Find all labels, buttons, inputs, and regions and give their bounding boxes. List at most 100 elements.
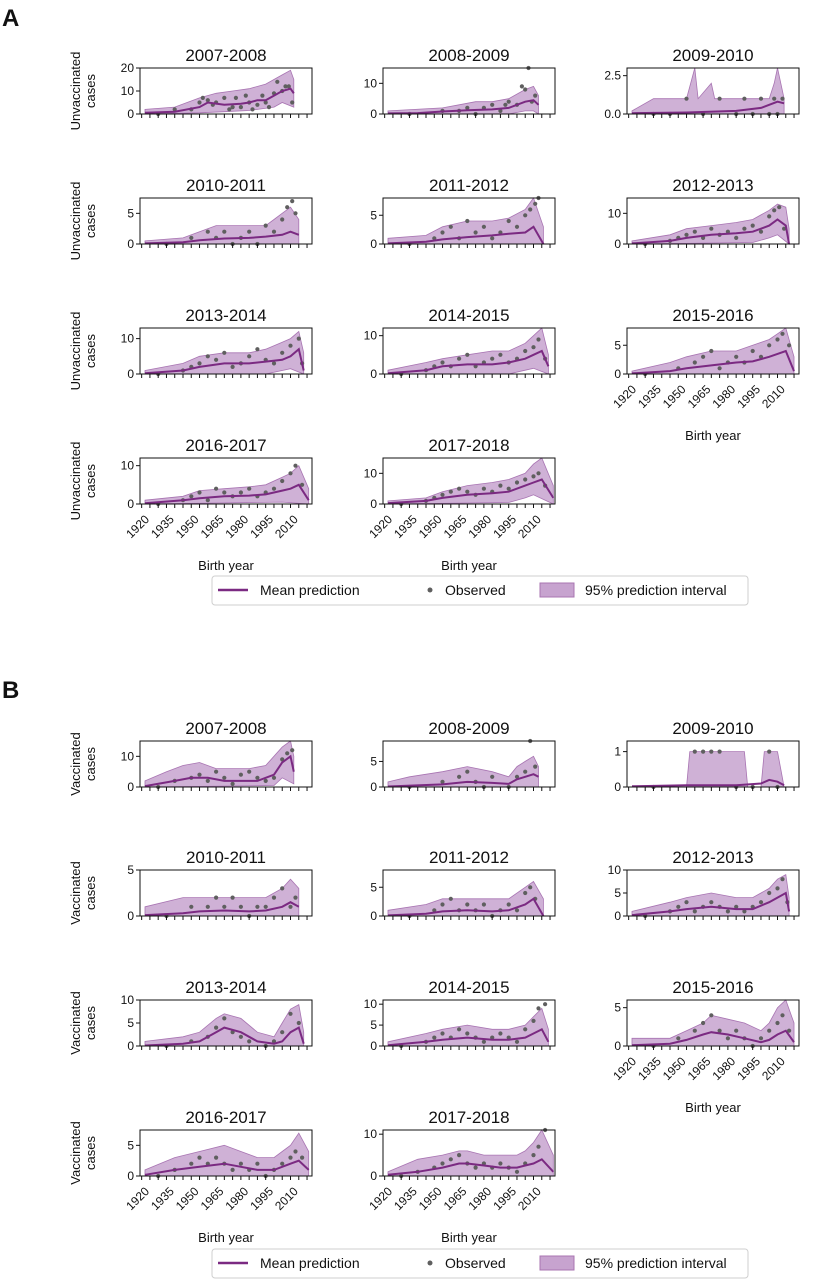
- y-tick-label: 10: [121, 84, 135, 98]
- observed-point: [742, 96, 747, 101]
- observed-point: [288, 343, 293, 348]
- observed-point: [214, 357, 219, 362]
- observed-point: [200, 95, 205, 100]
- observed-point: [523, 87, 528, 92]
- observed-point: [293, 463, 298, 468]
- observed-point: [684, 232, 689, 237]
- subplot-title: 2015-2016: [672, 306, 753, 325]
- y-axis-label-line: Vaccinated: [68, 861, 83, 924]
- observed-point: [692, 360, 697, 365]
- y-tick-label: 10: [608, 863, 622, 877]
- observed-point: [440, 492, 445, 497]
- y-tick-label: 0: [127, 780, 134, 794]
- prediction-interval-band: [144, 465, 310, 505]
- observed-point: [490, 102, 495, 107]
- mean-prediction-line: [144, 901, 300, 917]
- legend-interval-swatch-icon: [539, 582, 575, 598]
- observed-point: [465, 218, 470, 224]
- axes-frame: [626, 999, 800, 1047]
- observed-point: [280, 886, 285, 891]
- subplot-title: 2014-2015: [428, 978, 509, 997]
- x-tick-label: 1935: [391, 1184, 420, 1213]
- y-tick-label: 0: [370, 107, 377, 121]
- axes-frame: [626, 67, 800, 115]
- observed-point: [189, 494, 194, 499]
- observed-point: [498, 483, 503, 488]
- x-tick-label: 2010: [272, 1184, 301, 1213]
- observed-point: [238, 490, 243, 495]
- observed-point: [767, 1028, 772, 1033]
- prediction-interval-band: [631, 999, 795, 1047]
- observed-point: [701, 749, 706, 754]
- prediction-interval-band: [632, 751, 785, 788]
- observed-point: [709, 900, 714, 905]
- legend-box: [211, 575, 749, 606]
- legend-observed-label: Observed: [445, 1255, 506, 1271]
- y-axis-label: Unvaccinatedcases: [68, 182, 98, 261]
- mean-prediction-line: [387, 99, 540, 115]
- legend-observed-dot-icon: [427, 587, 433, 593]
- y-tick-label: 10: [121, 459, 135, 473]
- observed-point: [536, 1006, 541, 1011]
- observed-point: [465, 902, 470, 907]
- observed-point: [271, 361, 277, 366]
- mean-prediction-line: [144, 347, 305, 375]
- subplot: 2008-2009 0 10: [364, 46, 556, 121]
- panel-label-a: A: [2, 5, 19, 32]
- observed-point: [473, 230, 478, 235]
- observed-point: [780, 96, 785, 101]
- observed-point: [725, 909, 731, 914]
- observed-point: [260, 93, 265, 98]
- observed-point: [503, 102, 508, 107]
- y-tick-label: 0: [370, 909, 377, 923]
- x-tick-label: 1950: [173, 1184, 202, 1213]
- subplot-title: 2014-2015: [428, 306, 509, 325]
- observed-point: [531, 1153, 536, 1158]
- observed-point: [514, 774, 520, 779]
- observed-point: [514, 1039, 520, 1044]
- observed-point: [255, 347, 260, 352]
- observed-point: [533, 93, 538, 98]
- y-tick-label: 0: [370, 780, 377, 794]
- x-tick-label: 1920: [610, 382, 639, 411]
- x-tick-label: 1995: [490, 1184, 519, 1213]
- x-tick-label: 1920: [366, 512, 395, 541]
- observed-point: [197, 1155, 202, 1160]
- observed-point: [772, 96, 777, 101]
- observed-point: [750, 223, 755, 228]
- observed-point: [758, 229, 764, 234]
- y-tick-label: 0: [370, 237, 377, 251]
- observed-point: [775, 1020, 780, 1026]
- legend-observed-label: Observed: [445, 582, 506, 598]
- observed-point: [717, 749, 722, 754]
- subplot-title: 2015-2016: [672, 978, 753, 997]
- observed-point: [523, 477, 528, 482]
- observed-point: [717, 96, 722, 101]
- subplot: 2013-2014 0 5 10 Vaccinatedcases: [68, 978, 313, 1055]
- prediction-interval-band: [631, 203, 790, 245]
- subplot-title: 2016-2017: [185, 436, 266, 455]
- y-axis-label-line: cases: [83, 74, 98, 108]
- observed-point: [780, 877, 785, 882]
- observed-point: [533, 764, 538, 769]
- y-tick-label: 10: [364, 1127, 378, 1141]
- subplot-title: 2009-2010: [672, 719, 753, 738]
- observed-point: [536, 337, 541, 342]
- observed-point: [222, 490, 227, 495]
- observed-point: [772, 208, 777, 213]
- x-tick-label: 1935: [635, 1054, 664, 1083]
- x-tick-label: 1935: [391, 512, 420, 541]
- x-tick-label: 1920: [610, 1054, 639, 1083]
- x-axis-label: Birth year: [198, 558, 254, 573]
- observed-point: [481, 486, 486, 491]
- observed-point: [717, 1028, 722, 1033]
- observed-point: [465, 1031, 470, 1036]
- y-tick-label: 0: [127, 497, 134, 511]
- x-tick-label: 1920: [366, 1184, 395, 1213]
- y-axis-label-line: cases: [83, 1006, 98, 1040]
- y-axis-label-line: Vaccinated: [68, 1121, 83, 1184]
- observed-point: [243, 93, 248, 98]
- y-tick-label: 10: [121, 749, 135, 763]
- observed-point: [230, 364, 235, 369]
- observed-point: [296, 1020, 301, 1026]
